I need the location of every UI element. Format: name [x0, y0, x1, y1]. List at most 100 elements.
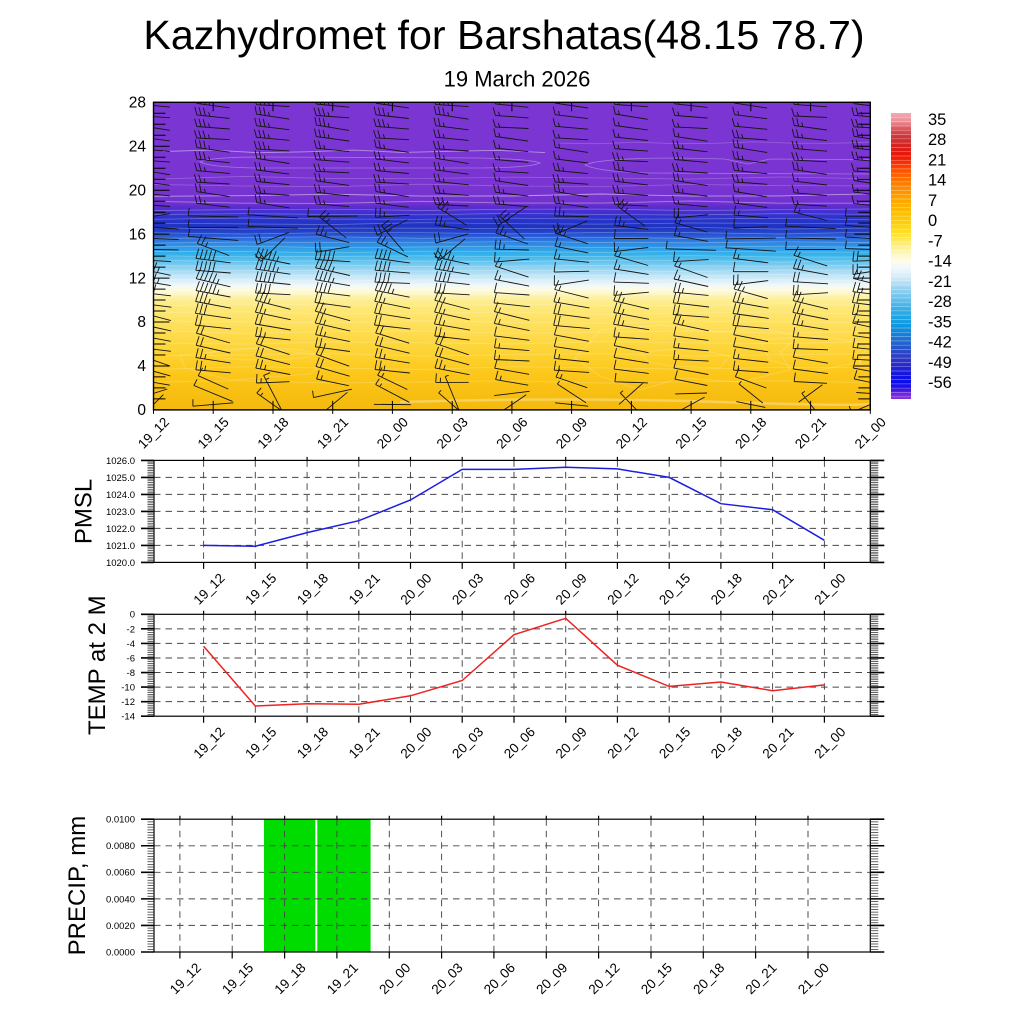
svg-text:20_18: 20_18 [708, 724, 745, 761]
svg-text:20_12: 20_12 [604, 570, 641, 607]
svg-text:-21: -21 [928, 273, 952, 291]
svg-text:20_12: 20_12 [613, 414, 650, 451]
svg-text:-28: -28 [928, 293, 952, 311]
svg-text:PRECIP, mm: PRECIP, mm [64, 816, 91, 956]
svg-text:21: 21 [928, 151, 946, 169]
svg-text:0.0100: 0.0100 [106, 815, 135, 826]
svg-text:21_00: 21_00 [852, 414, 889, 451]
svg-text:-35: -35 [928, 313, 952, 331]
svg-text:19_12: 19_12 [167, 960, 204, 997]
svg-text:0: 0 [130, 610, 135, 621]
svg-text:0.0020: 0.0020 [106, 921, 135, 932]
svg-text:21_00: 21_00 [811, 724, 848, 761]
svg-text:20_03: 20_03 [449, 724, 486, 761]
svg-text:20_09: 20_09 [553, 724, 590, 761]
svg-text:20_00: 20_00 [376, 960, 413, 997]
svg-text:20_15: 20_15 [656, 724, 693, 761]
svg-text:-8: -8 [127, 668, 135, 679]
svg-text:19_21: 19_21 [346, 724, 383, 761]
svg-text:19_12: 19_12 [135, 414, 172, 451]
svg-text:19_15: 19_15 [242, 724, 279, 761]
svg-text:19_21: 19_21 [314, 414, 351, 451]
svg-text:20_03: 20_03 [429, 960, 466, 997]
svg-text:20_09: 20_09 [533, 960, 570, 997]
svg-text:1023.0: 1023.0 [106, 507, 135, 518]
svg-text:35: 35 [928, 111, 946, 129]
svg-text:20_18: 20_18 [690, 960, 727, 997]
svg-text:19_12: 19_12 [191, 570, 228, 607]
svg-text:19_18: 19_18 [254, 414, 291, 451]
svg-text:20_15: 20_15 [656, 570, 693, 607]
svg-text:20_06: 20_06 [481, 960, 518, 997]
svg-text:16: 16 [129, 226, 146, 243]
svg-text:20_00: 20_00 [374, 414, 411, 451]
svg-text:20_18: 20_18 [708, 570, 745, 607]
svg-text:19_18: 19_18 [294, 724, 331, 761]
svg-text:19_18: 19_18 [294, 570, 331, 607]
svg-text:20_06: 20_06 [501, 570, 538, 607]
svg-text:4: 4 [137, 358, 146, 375]
svg-text:20_21: 20_21 [760, 724, 797, 761]
svg-text:20_03: 20_03 [449, 570, 486, 607]
svg-text:-4: -4 [127, 639, 135, 650]
svg-text:Kazhydromet for Barshatas(48.1: Kazhydromet for Barshatas(48.15 78.7) [143, 12, 864, 58]
svg-text:19_15: 19_15 [219, 960, 256, 997]
svg-text:19_18: 19_18 [272, 960, 309, 997]
svg-text:20_00: 20_00 [397, 570, 434, 607]
svg-text:20_21: 20_21 [743, 960, 780, 997]
svg-text:21_00: 21_00 [811, 570, 848, 607]
svg-text:19_12: 19_12 [191, 724, 228, 761]
svg-text:20_03: 20_03 [434, 414, 471, 451]
svg-text:1020.0: 1020.0 [106, 558, 135, 569]
svg-text:-6: -6 [127, 653, 135, 664]
svg-text:20_00: 20_00 [397, 724, 434, 761]
svg-text:1025.0: 1025.0 [106, 473, 135, 484]
svg-text:-14: -14 [121, 712, 135, 723]
svg-text:-10: -10 [121, 683, 135, 694]
svg-text:0: 0 [137, 402, 146, 419]
svg-text:20_15: 20_15 [638, 960, 675, 997]
svg-text:1022.0: 1022.0 [106, 524, 135, 535]
svg-text:-7: -7 [928, 232, 943, 250]
svg-text:-12: -12 [121, 697, 135, 708]
svg-text:20_12: 20_12 [604, 724, 641, 761]
svg-text:28: 28 [928, 131, 946, 149]
svg-text:TEMP at 2 M: TEMP at 2 M [84, 595, 111, 735]
svg-text:14: 14 [928, 172, 946, 190]
svg-text:20_18: 20_18 [732, 414, 769, 451]
svg-text:0: 0 [928, 212, 937, 230]
svg-text:-56: -56 [928, 374, 952, 392]
svg-text:8: 8 [137, 314, 146, 331]
svg-text:20_09: 20_09 [553, 414, 590, 451]
svg-text:1024.0: 1024.0 [106, 490, 135, 501]
svg-text:-14: -14 [928, 253, 952, 271]
svg-text:1026.0: 1026.0 [106, 456, 135, 467]
svg-text:0.0080: 0.0080 [106, 841, 135, 852]
svg-text:28: 28 [129, 95, 146, 112]
svg-text:0.0040: 0.0040 [106, 894, 135, 905]
svg-text:-42: -42 [928, 334, 952, 352]
svg-text:20_21: 20_21 [792, 414, 829, 451]
svg-text:20_09: 20_09 [553, 570, 590, 607]
svg-text:-49: -49 [928, 354, 952, 372]
svg-text:19 March 2026: 19 March 2026 [444, 66, 591, 91]
svg-text:12: 12 [129, 270, 146, 287]
svg-text:19_15: 19_15 [242, 570, 279, 607]
svg-text:19_21: 19_21 [346, 570, 383, 607]
svg-text:20_21: 20_21 [760, 570, 797, 607]
svg-text:20_06: 20_06 [493, 414, 530, 451]
svg-text:19_21: 19_21 [324, 960, 361, 997]
svg-text:20_06: 20_06 [501, 724, 538, 761]
svg-text:1021.0: 1021.0 [106, 541, 135, 552]
svg-text:19_15: 19_15 [195, 414, 232, 451]
svg-text:21_00: 21_00 [795, 960, 832, 997]
svg-text:7: 7 [928, 192, 937, 210]
svg-text:20_15: 20_15 [673, 414, 710, 451]
svg-text:20_12: 20_12 [586, 960, 623, 997]
svg-text:24: 24 [129, 138, 147, 155]
svg-text:0.0060: 0.0060 [106, 868, 135, 879]
svg-text:-2: -2 [127, 624, 135, 635]
svg-text:0.0000: 0.0000 [106, 947, 135, 958]
svg-text:20: 20 [129, 182, 147, 199]
svg-text:PMSL: PMSL [71, 479, 98, 544]
